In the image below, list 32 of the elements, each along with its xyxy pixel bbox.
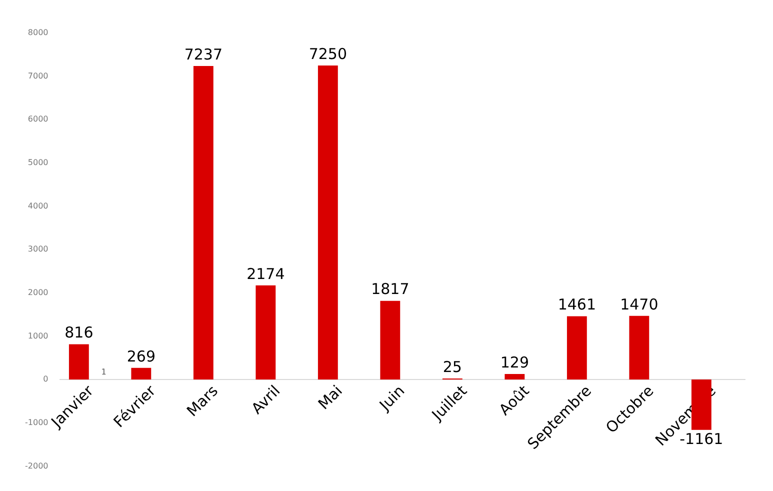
y-tick-label: 6000 [28, 114, 48, 124]
bar [68, 344, 89, 380]
data-label: 7237 [184, 45, 223, 64]
bar [193, 66, 214, 380]
y-tick-label: 5000 [28, 158, 48, 168]
y-tick-label: 3000 [28, 244, 48, 254]
y-tick-label: -2000 [24, 461, 48, 470]
y-tick-label: 0 [43, 374, 48, 384]
data-label: 1817 [371, 280, 410, 298]
data-label: 1461 [558, 296, 596, 314]
y-tick-label: 2000 [28, 288, 48, 297]
bar [131, 368, 152, 380]
y-tick-label: 8000 [28, 28, 48, 38]
data-label: 7250 [308, 44, 348, 63]
y-tick-label: 7000 [28, 71, 48, 80]
data-label: 1 [101, 368, 106, 377]
bar [629, 316, 650, 380]
bar [566, 316, 587, 380]
data-label: 25 [442, 358, 462, 376]
x-tick-label: Mai [314, 382, 346, 414]
bar [504, 374, 525, 380]
bar [318, 65, 338, 380]
bar [380, 300, 400, 380]
bar [256, 285, 276, 380]
data-label: 2174 [246, 264, 285, 283]
y-tick-label: 1000 [28, 331, 48, 340]
y-tick-label: 4000 [28, 201, 48, 210]
data-label: 816 [64, 324, 94, 342]
y-tick-label: -1000 [24, 418, 48, 427]
data-label: 129 [500, 353, 529, 372]
data-label: 1470 [620, 295, 658, 314]
data-label: 269 [126, 347, 156, 366]
